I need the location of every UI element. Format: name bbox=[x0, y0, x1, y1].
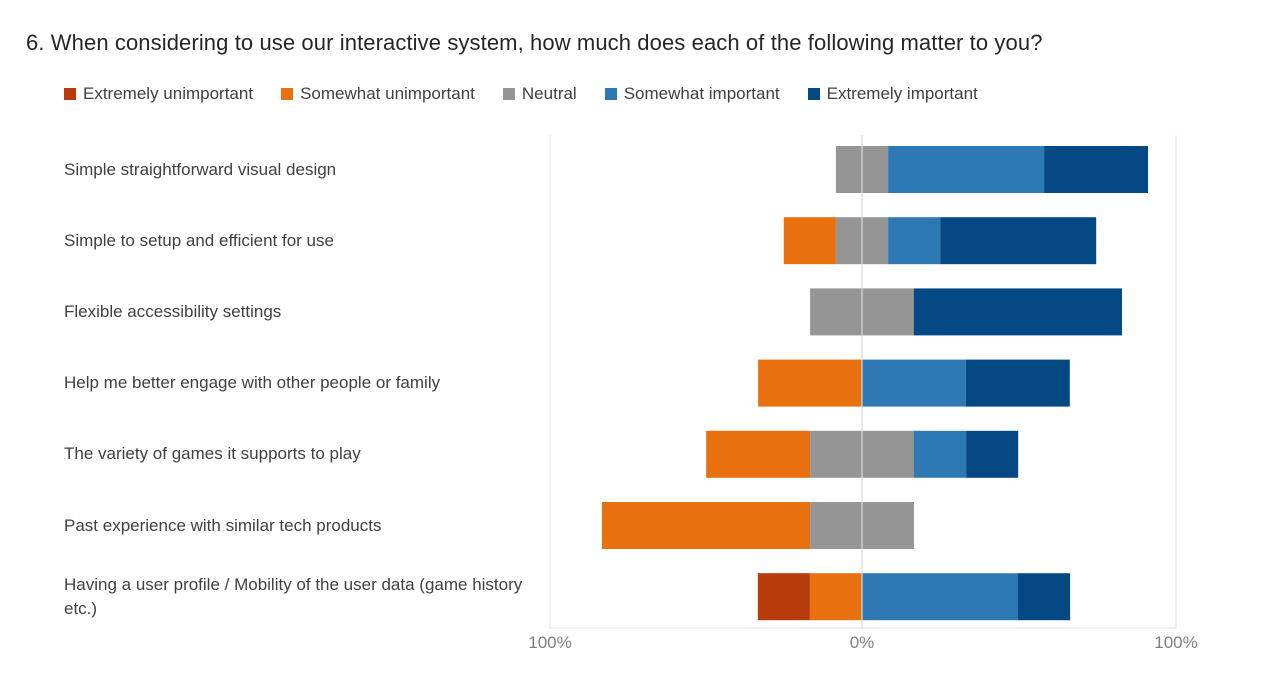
bar-extremely-important-row-2 bbox=[940, 217, 1097, 265]
bar-somewhat-unimportant-row-6 bbox=[601, 502, 810, 549]
bar-somewhat-important-row-1 bbox=[888, 146, 1045, 193]
bar-extremely-important-row-4 bbox=[965, 359, 1070, 407]
legend-label-extremely-important: Extremely important bbox=[826, 84, 978, 103]
row-label-1: Simple straightforward visual design bbox=[64, 159, 337, 179]
row-label-7: Having a user profile / Mobility of the … bbox=[64, 574, 523, 618]
legend-swatch-neutral bbox=[502, 88, 515, 100]
question-text: When considering to use our interactive … bbox=[50, 30, 1043, 55]
legend-item-somewhat-important: Somewhat important bbox=[604, 84, 780, 104]
x-tick-label-2: 0% bbox=[850, 633, 875, 652]
row-label-6: Past experience with similar tech produc… bbox=[64, 515, 382, 535]
bar-somewhat-important-row-7 bbox=[862, 573, 1018, 621]
bar-somewhat-important-row-5 bbox=[913, 430, 966, 478]
bar-extremely-unimportant-row-7 bbox=[757, 573, 810, 621]
legend-label-somewhat-important: Somewhat important bbox=[623, 84, 780, 103]
legend-item-extremely-important: Extremely important bbox=[807, 84, 978, 104]
bar-extremely-important-row-5 bbox=[966, 430, 1019, 478]
bar-extremely-important-row-3 bbox=[913, 288, 1122, 336]
row-label-3: Flexible accessibility settings bbox=[64, 301, 282, 321]
legend-item-neutral: Neutral bbox=[502, 84, 577, 104]
row-label-4: Help me better engage with other people … bbox=[64, 373, 441, 393]
bar-somewhat-unimportant-row-5 bbox=[706, 430, 811, 478]
bar-somewhat-important-row-2 bbox=[888, 217, 941, 265]
bar-extremely-important-row-1 bbox=[1044, 146, 1148, 193]
legend-label-neutral: Neutral bbox=[521, 84, 577, 103]
row-label-5: The variety of games it supports to play bbox=[64, 444, 361, 464]
x-tick-label-1: 100% bbox=[528, 633, 571, 652]
bar-somewhat-important-row-4 bbox=[862, 359, 966, 407]
legend-label-somewhat-unimportant: Somewhat unimportant bbox=[300, 84, 475, 103]
question-number: 6. bbox=[26, 30, 45, 55]
bar-somewhat-unimportant-row-2 bbox=[783, 217, 836, 265]
chart-legend: Extremely unimportant Somewhat unimporta… bbox=[64, 84, 1006, 104]
row-label-2: Simple to setup and efficient for use bbox=[64, 230, 334, 250]
legend-swatch-somewhat-important bbox=[604, 88, 617, 100]
legend-swatch-extremely-important bbox=[807, 88, 820, 100]
bar-somewhat-unimportant-row-7 bbox=[809, 573, 862, 621]
legend-item-somewhat-unimportant: Somewhat unimportant bbox=[281, 84, 475, 104]
x-tick-label-3: 100% bbox=[1154, 633, 1197, 652]
legend-swatch-somewhat-unimportant bbox=[281, 88, 294, 100]
bar-somewhat-unimportant-row-4 bbox=[758, 359, 862, 407]
legend-item-extremely-unimportant: Extremely unimportant bbox=[64, 84, 253, 104]
question-title: 6. When considering to use our interacti… bbox=[26, 30, 1043, 56]
legend-swatch-extremely-unimportant bbox=[64, 88, 76, 100]
legend-label-extremely-unimportant: Extremely unimportant bbox=[83, 84, 254, 103]
bar-extremely-important-row-7 bbox=[1018, 573, 1071, 621]
